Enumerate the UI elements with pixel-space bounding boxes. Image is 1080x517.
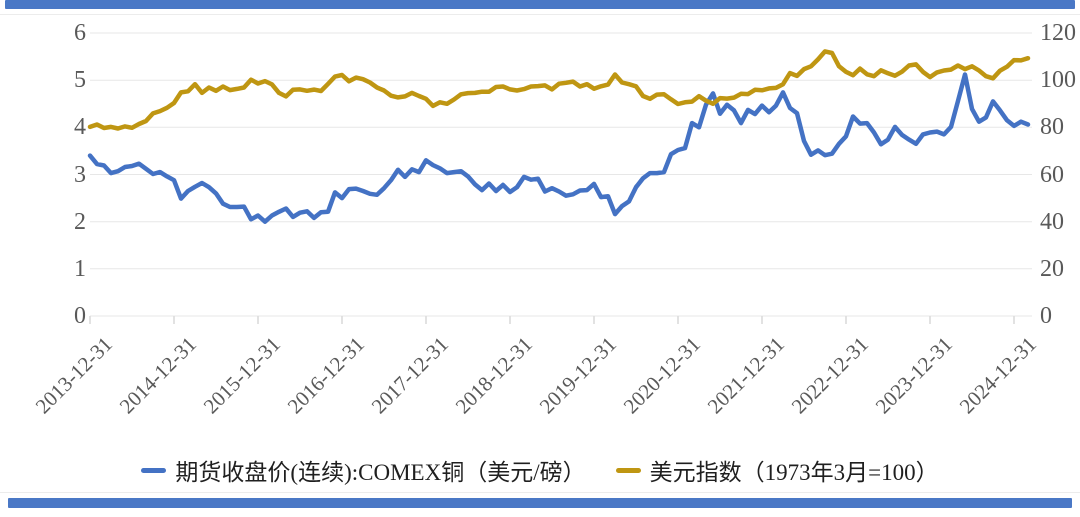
left-axis-tick-label: 1 (74, 256, 86, 282)
bottom-divider-line (0, 492, 1080, 493)
left-axis-tick-label: 4 (74, 114, 86, 140)
right-axis-tick-label: 60 (1040, 162, 1064, 188)
left-axis-tick-label: 3 (74, 162, 86, 188)
left-axis-tick-label: 6 (74, 20, 86, 46)
bottom-border-bar (8, 498, 1072, 508)
right-axis-tick-label: 20 (1040, 256, 1064, 282)
copper-line-swatch (141, 467, 167, 473)
left-axis-tick-label: 2 (74, 209, 86, 235)
dxy-line-swatch (615, 467, 641, 473)
chart-legend: 期货收盘价(连续):COMEX铜（美元/磅） 美元指数（1973年3月=100） (0, 452, 1080, 488)
dollar-index-line (87, 49, 1031, 131)
legend-label-dxy: 美元指数（1973年3月=100） (649, 460, 939, 485)
right-axis-tick-label: 100 (1040, 67, 1076, 93)
top-divider-line (0, 14, 1080, 15)
plot-canvas (87, 32, 1032, 324)
legend-item-dxy: 美元指数（1973年3月=100） (615, 453, 939, 487)
legend-label-copper: 期货收盘价(连续):COMEX铜（美元/磅） (175, 460, 586, 485)
left-axis-tick-label: 0 (74, 303, 86, 329)
copper-price-line (87, 72, 1031, 224)
legend-item-copper: 期货收盘价(连续):COMEX铜（美元/磅） (141, 453, 586, 487)
right-axis-tick-label: 40 (1040, 209, 1064, 235)
right-axis-tick-label: 0 (1040, 303, 1052, 329)
right-axis-tick-label: 120 (1040, 20, 1076, 46)
left-axis-tick-label: 5 (74, 67, 86, 93)
right-axis-tick-label: 80 (1040, 114, 1064, 140)
top-border-bar (5, 0, 1075, 9)
